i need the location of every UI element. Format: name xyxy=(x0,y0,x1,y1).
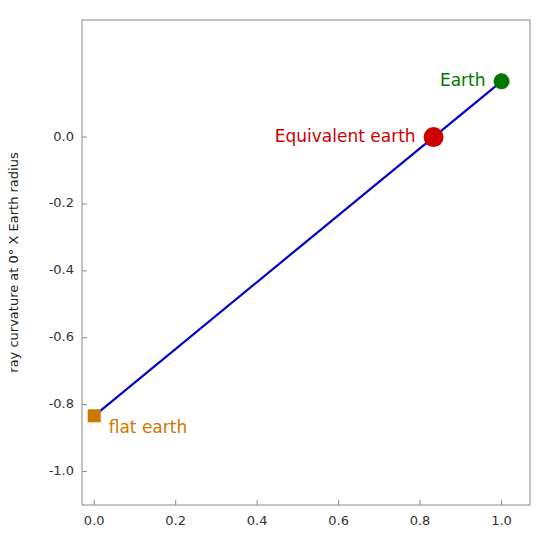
plot-area xyxy=(88,73,510,422)
point-label: Earth xyxy=(440,70,486,90)
x-tick xyxy=(175,500,176,505)
y-tick-label: -0.2 xyxy=(49,195,74,210)
y-tick xyxy=(82,203,87,204)
point-label: Equivalent earth xyxy=(275,126,416,146)
point-marker xyxy=(424,127,444,147)
point-marker xyxy=(88,409,101,422)
x-tick xyxy=(501,500,502,505)
x-tick xyxy=(257,500,258,505)
plot-frame xyxy=(82,20,530,505)
y-tick-label: -1.0 xyxy=(49,463,74,478)
y-tick-label: 0.0 xyxy=(53,129,74,144)
chart: 0.0 0.2 0.4 0.6 0.8 1.0 0.0 -0.2 -0.4 -0.6 -0.8 -1.… xyxy=(0,0,550,550)
line xyxy=(94,81,501,415)
y-tick-label: -0.8 xyxy=(49,396,74,411)
y-tick xyxy=(82,404,87,405)
x-tick-label: 0.0 xyxy=(84,513,105,528)
x-tick xyxy=(338,500,339,505)
y-tick xyxy=(82,471,87,472)
y-tick-label: -0.6 xyxy=(49,329,74,344)
x-tick-label: 0.8 xyxy=(410,513,431,528)
y-axis-label: ray curvature at 0° X Earth radius xyxy=(6,152,21,373)
x-tick-label: 1.0 xyxy=(491,513,512,528)
point-marker xyxy=(493,73,509,89)
y-tick xyxy=(82,137,87,138)
x-tick-label: 0.6 xyxy=(328,513,349,528)
y-tick xyxy=(82,337,87,338)
x-tick-label: 0.4 xyxy=(247,513,268,528)
point-label: flat earth xyxy=(109,417,188,437)
x-tick xyxy=(420,500,421,505)
y-tick xyxy=(82,270,87,271)
x-tick xyxy=(94,500,95,505)
y-tick-label: -0.4 xyxy=(49,262,74,277)
x-tick-label: 0.2 xyxy=(165,513,186,528)
